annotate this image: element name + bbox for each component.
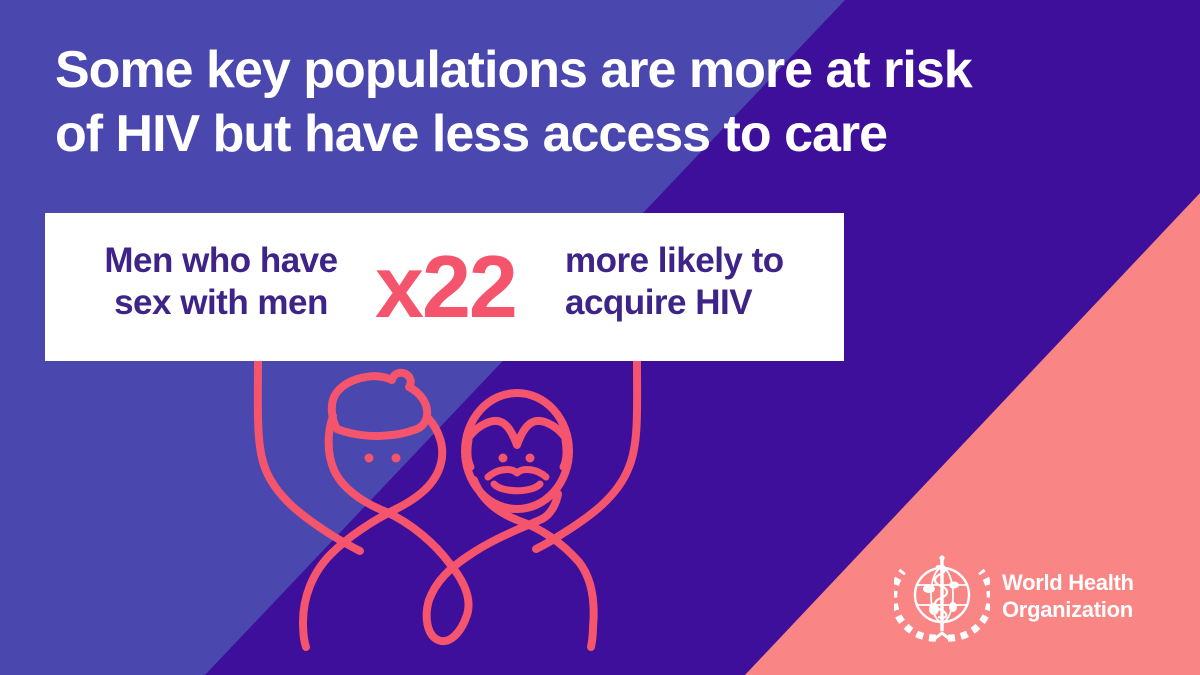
- who-emblem-icon: [894, 555, 990, 643]
- outcome-line-2: acquire HIV: [565, 283, 753, 322]
- headline-line-1: Some key populations are more at risk: [55, 41, 973, 99]
- outcome-label: more likely to acquire HIV: [565, 240, 784, 324]
- left-man-hair: [327, 368, 432, 440]
- pink-corner-triangle: [745, 193, 1200, 675]
- right-man-cheek-left: [464, 436, 475, 471]
- two-men-holding-sign-illustration: [253, 357, 642, 651]
- who-wordmark: World Health Organization: [1002, 569, 1134, 623]
- right-man-moustache: [484, 466, 550, 481]
- right-man-right-eye: [525, 453, 535, 463]
- left-man-right-eye: [391, 453, 401, 463]
- headline: Some key populations are more at risk of…: [55, 38, 1155, 166]
- outcome-line-1: more likely to: [565, 241, 784, 280]
- population-line-2: sex with men: [114, 283, 328, 322]
- left-man-outer-body: [299, 414, 447, 651]
- right-man-left-eye: [498, 453, 508, 463]
- headline-line-2: of HIV but have less access to care: [55, 105, 888, 163]
- who-wordmark-line-1: World Health: [1002, 570, 1134, 595]
- left-man-inner-body-loop: [324, 412, 562, 646]
- population-line-1: Men who have: [104, 241, 338, 280]
- left-man-left-eye: [364, 453, 374, 463]
- multiplier-value: x22: [375, 237, 518, 336]
- right-man-hair-fringe: [465, 416, 569, 449]
- stat-banner: Men who have sex with men x22 more likel…: [45, 213, 844, 361]
- who-logo: World Health Organization: [894, 549, 1134, 643]
- population-label: Men who have sex with men: [93, 240, 349, 324]
- right-man-outer-body: [470, 476, 598, 651]
- right-man-cheek-right: [559, 436, 570, 471]
- right-man-mouth: [490, 480, 544, 495]
- who-wordmark-line-2: Organization: [1002, 597, 1133, 622]
